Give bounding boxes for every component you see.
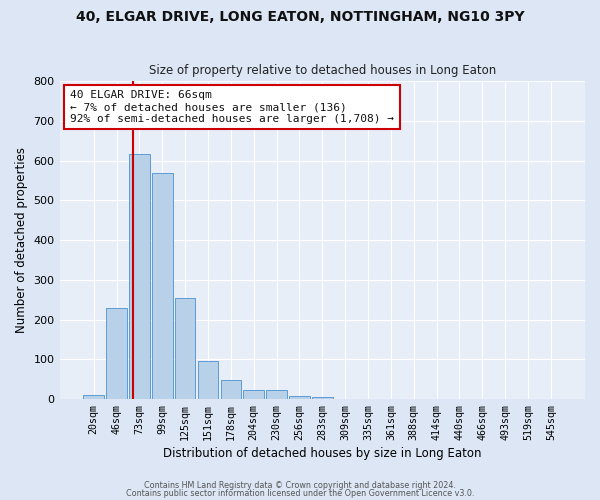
X-axis label: Distribution of detached houses by size in Long Eaton: Distribution of detached houses by size … — [163, 447, 482, 460]
Bar — [244, 390, 264, 399]
Text: Contains HM Land Registry data © Crown copyright and database right 2024.: Contains HM Land Registry data © Crown c… — [144, 480, 456, 490]
Text: Contains public sector information licensed under the Open Government Licence v3: Contains public sector information licen… — [126, 489, 474, 498]
Bar — [129, 154, 150, 399]
Bar — [266, 390, 287, 399]
Y-axis label: Number of detached properties: Number of detached properties — [15, 147, 28, 333]
Title: Size of property relative to detached houses in Long Eaton: Size of property relative to detached ho… — [149, 64, 496, 77]
Bar — [152, 173, 173, 399]
Bar — [83, 395, 104, 399]
Bar — [221, 380, 241, 399]
Bar — [198, 362, 218, 399]
Bar — [312, 397, 332, 399]
Bar — [106, 308, 127, 399]
Text: 40 ELGAR DRIVE: 66sqm
← 7% of detached houses are smaller (136)
92% of semi-deta: 40 ELGAR DRIVE: 66sqm ← 7% of detached h… — [70, 90, 394, 124]
Bar — [175, 298, 196, 399]
Bar — [289, 396, 310, 399]
Text: 40, ELGAR DRIVE, LONG EATON, NOTTINGHAM, NG10 3PY: 40, ELGAR DRIVE, LONG EATON, NOTTINGHAM,… — [76, 10, 524, 24]
